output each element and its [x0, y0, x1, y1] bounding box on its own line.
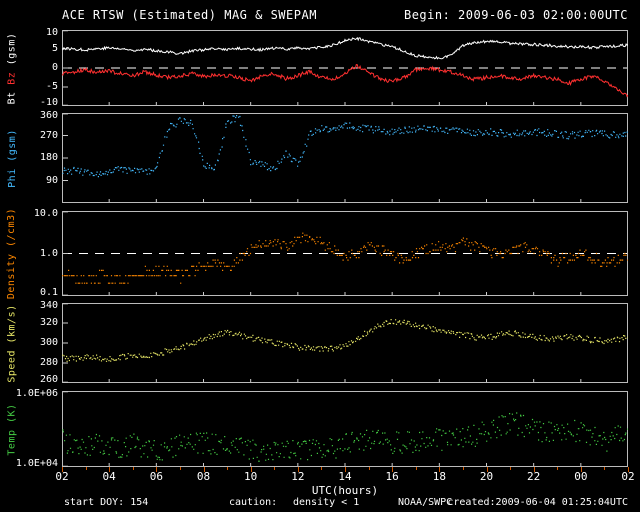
x-axis-tick: [179, 467, 181, 470]
x-axis-tick: [580, 467, 582, 472]
x-tick-label: 04: [102, 470, 116, 483]
y-axis-label-speed: Speed (km/s): [0, 303, 24, 383]
y-tick-label-temp: 1.0E+04: [15, 458, 58, 470]
x-tick-label: 22: [527, 470, 541, 483]
x-axis-tick: [415, 467, 417, 470]
y-tick-label-speed: 260: [39, 374, 58, 386]
y-tick-label-speed: 320: [39, 317, 58, 328]
panel-temp-plot: [62, 391, 629, 467]
x-axis-tick: [227, 467, 229, 470]
y-tick-label-phi: 360: [39, 109, 58, 121]
y-tick-label-speed: 300: [39, 337, 58, 348]
y-axis-label-phi: Phi (gsm): [0, 113, 24, 203]
y-tick-label-temp: 1.0E+06: [15, 387, 58, 399]
footer-start-doy: start DOY: 154: [64, 497, 149, 508]
begin-timestamp: Begin: 2009-06-03 02:00:00UTC: [403, 8, 628, 22]
x-tick-label: 06: [149, 470, 163, 483]
x-axis-tick: [462, 467, 464, 470]
panel-btbz: [61, 30, 629, 110]
y-axis-label-part: Temp: [6, 429, 18, 456]
y-tick-label-btbz: 5: [51, 43, 58, 54]
x-tick-label: 02: [55, 470, 69, 483]
x-tick-label: 18: [432, 470, 446, 483]
x-tick-label: 14: [338, 470, 352, 483]
x-axis-title: UTC(hours): [311, 484, 379, 497]
x-axis-tick: [274, 467, 276, 470]
footer-created-timestamp: created:2009-06-04 01:25:04UTC: [447, 497, 628, 508]
x-tick-label: 16: [385, 470, 399, 483]
panel-speed: [62, 303, 629, 387]
y-tick-label-phi: 90: [45, 174, 58, 186]
y-axis-label-part: Phi: [6, 167, 18, 188]
x-tick-label: 20: [479, 470, 494, 483]
plot-title: ACE RTSW (Estimated) MAG & SWEPAM: [62, 8, 317, 22]
x-axis-tick: [156, 467, 158, 472]
y-axis-label-btbz: Bt Bz (gsm): [0, 30, 24, 106]
footer-caution-label: caution:: [229, 497, 278, 508]
x-tick-label: 02: [621, 470, 635, 483]
y-axis-label-part: (gsm): [6, 128, 18, 168]
y-axis-label-part: Bt: [6, 90, 18, 104]
x-axis-tick: [85, 467, 87, 470]
y-tick-label-btbz: -5: [45, 81, 58, 92]
x-axis-tick: [439, 467, 441, 472]
y-tick-label-btbz: 0: [51, 62, 58, 73]
y-axis-label-part: (km/s): [6, 303, 18, 350]
x-axis-tick: [132, 467, 134, 470]
x-tick-label: 10: [244, 470, 258, 483]
y-tick-label-btbz: -10: [39, 97, 58, 109]
x-axis-tick: [392, 467, 394, 472]
x-axis-tick: [203, 467, 205, 472]
y-axis-label-temp: Temp (K): [0, 391, 24, 467]
x-axis-tick: [368, 467, 370, 470]
x-axis-tick: [250, 467, 252, 472]
y-axis-label-density: Density (/cm3): [0, 207, 24, 299]
panel-btbz-plot: [61, 30, 629, 106]
y-tick-label-density: 1.0: [39, 247, 58, 259]
x-axis-tick: [486, 467, 488, 472]
y-tick-label-density: 10.0: [33, 207, 58, 219]
y-tick-label-btbz: 10: [45, 26, 58, 38]
y-axis-label-part: Speed: [6, 349, 18, 383]
y-tick-label-speed: 340: [39, 299, 58, 311]
y-tick-label-speed: 280: [39, 357, 58, 368]
x-tick-label: 08: [196, 470, 211, 483]
panel-phi-plot: [62, 113, 628, 203]
footer-caution-value: density < 1: [293, 497, 360, 508]
x-axis-tick: [533, 467, 535, 472]
y-tick-label-phi: 270: [39, 129, 58, 141]
x-axis-tick: [628, 467, 629, 472]
panel-density-plot: [61, 211, 629, 296]
x-axis-tick: [109, 467, 111, 472]
x-axis-tick: [62, 467, 63, 472]
y-tick-label-phi: 180: [39, 152, 58, 163]
x-axis-tick: [557, 467, 559, 470]
panel-phi: [62, 113, 628, 207]
panel-temp: [62, 391, 629, 471]
x-axis-tick: [604, 467, 606, 470]
y-axis-label-part: (gsm): [6, 32, 18, 72]
x-axis-tick: [321, 467, 323, 470]
footer-agency: NOAA/SWPC: [398, 497, 453, 508]
y-axis-label-part: Bz: [6, 71, 18, 91]
y-axis-label-part: (/cm3): [6, 207, 18, 254]
x-tick-label: 12: [291, 470, 305, 483]
x-axis-tick: [297, 467, 299, 472]
x-axis-tick: [510, 467, 512, 470]
y-tick-label-density: 0.1: [39, 287, 58, 299]
panel-density: [61, 211, 629, 300]
x-axis-tick: [345, 467, 346, 472]
x-tick-label: 00: [574, 470, 588, 483]
y-axis-label-part: (K): [6, 402, 18, 429]
panel-speed-plot: [62, 303, 629, 383]
y-axis-label-part: Density: [6, 253, 18, 300]
